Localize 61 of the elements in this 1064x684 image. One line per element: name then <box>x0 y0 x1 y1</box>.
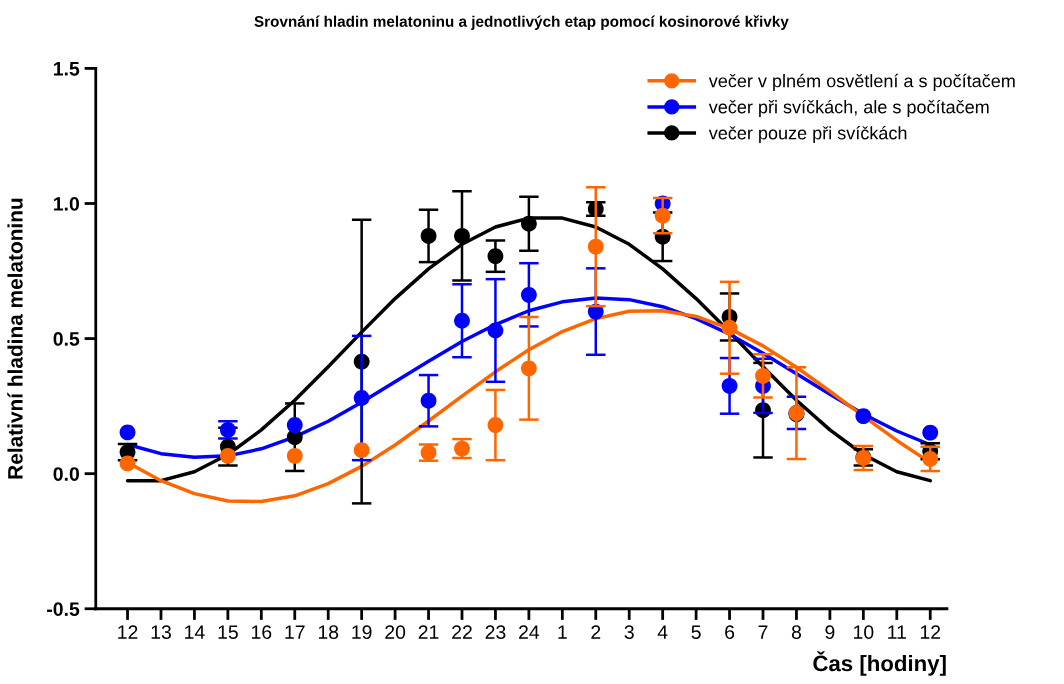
y-tick-label: 0.5 <box>53 332 80 346</box>
point <box>487 322 504 339</box>
x-tick-label: 23 <box>485 625 506 640</box>
x-tick-label: 3 <box>624 625 634 640</box>
point <box>922 450 939 467</box>
chart-title: Srovnání hladin melatoninu a jednotlivých etap pomocí kosinorové křivky <box>254 15 789 30</box>
x-tick-label: 18 <box>318 625 339 640</box>
point <box>353 442 370 459</box>
x-tick-label: 22 <box>452 625 472 639</box>
x-tick-label: 15 <box>218 625 238 640</box>
x-tick-label: 10 <box>854 625 874 640</box>
x-tick-label: 24 <box>519 625 540 639</box>
x-tick-label: 12 <box>920 625 941 639</box>
y-tick-label: 1.5 <box>53 62 80 76</box>
point <box>487 417 504 433</box>
point <box>353 390 370 406</box>
x-tick-label: 8 <box>791 625 802 640</box>
point <box>520 360 537 377</box>
point <box>587 238 604 255</box>
x-tick-label: 4 <box>657 625 668 639</box>
point <box>286 417 303 433</box>
y-axis-title: Relativní hladina melatoninu <box>7 198 23 479</box>
legend-label: večer při svíčkách, ale s počítačem <box>708 99 989 117</box>
point <box>119 424 136 441</box>
x-tick-label: 14 <box>185 625 205 639</box>
y-tick-label: -0.5 <box>47 602 80 616</box>
x-tick-label: 21 <box>418 625 439 639</box>
legend-label: večer v plném osvětlení a s počítačem <box>708 73 1015 91</box>
x-tick-label: 20 <box>385 625 406 640</box>
y-tick-label: 0.0 <box>53 467 79 481</box>
point <box>855 408 872 425</box>
point <box>922 424 939 441</box>
x-tick-label: 1 <box>558 625 567 639</box>
point <box>755 367 771 384</box>
x-tick-label: 19 <box>352 625 372 640</box>
x-tick-label: 12 <box>118 625 138 639</box>
point <box>721 377 738 394</box>
point <box>420 392 437 409</box>
x-tick-label: 17 <box>285 625 305 639</box>
point <box>286 447 303 464</box>
legend-label: večer pouze při svíčkách <box>708 125 907 144</box>
point <box>520 286 537 303</box>
x-tick-label: 6 <box>725 625 735 640</box>
point <box>119 455 136 472</box>
x-tick-label: 11 <box>888 625 906 639</box>
x-tick-label: 16 <box>251 625 272 640</box>
x-tick-label: 2 <box>591 625 601 639</box>
y-tick-label: 1.0 <box>53 196 79 211</box>
point <box>520 215 537 232</box>
point <box>654 207 671 224</box>
x-axis-title: Čas [hodiny] <box>813 651 946 676</box>
x-tick-label: 13 <box>151 625 171 640</box>
point <box>454 312 470 329</box>
x-tick-label: 7 <box>758 625 768 639</box>
point <box>487 248 504 265</box>
point <box>420 227 437 244</box>
point <box>454 227 470 244</box>
x-tick-label: 9 <box>825 625 835 640</box>
point <box>219 447 236 464</box>
x-tick-label: 5 <box>691 625 701 640</box>
point <box>721 319 738 336</box>
